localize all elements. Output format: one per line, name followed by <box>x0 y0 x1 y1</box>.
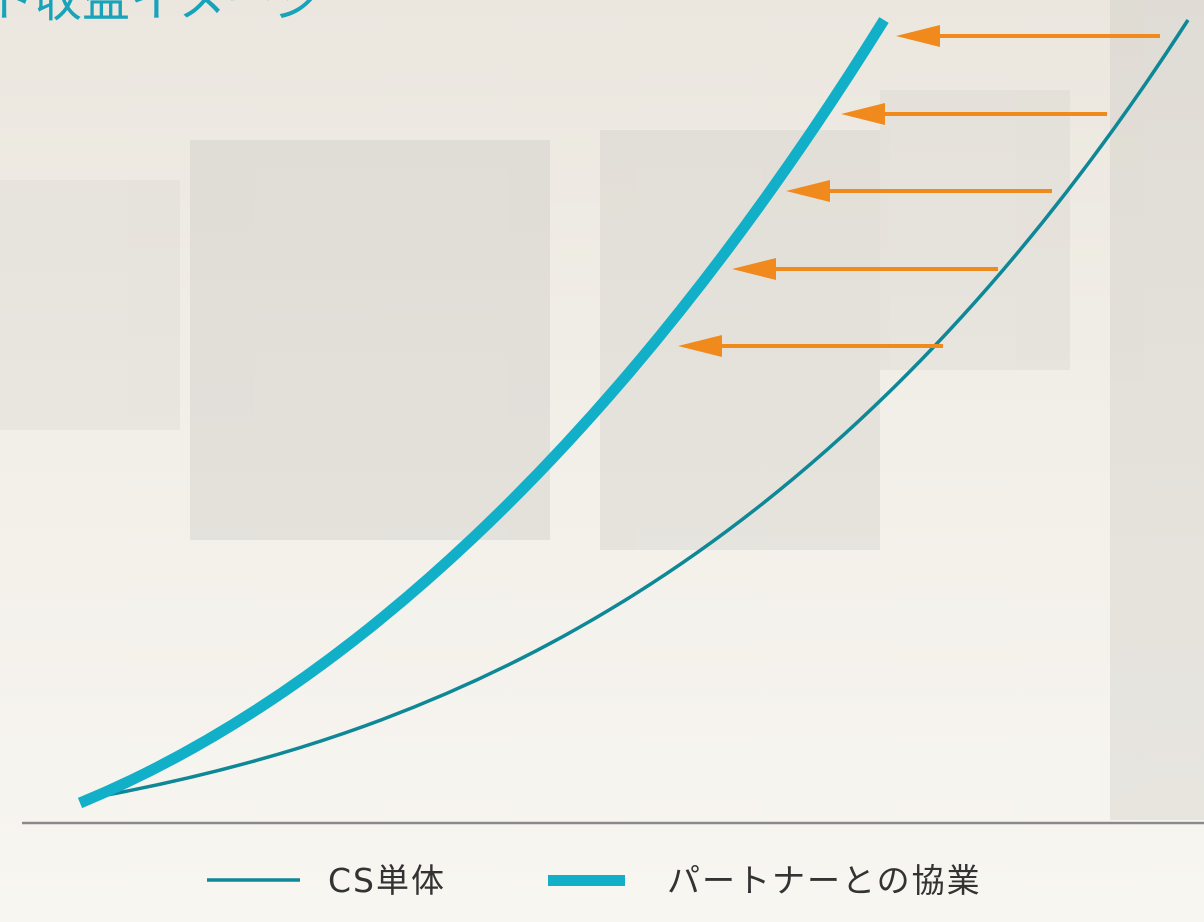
legend-label: パートナーとの協業 <box>667 861 982 900</box>
arrowheads <box>678 25 940 357</box>
title: ト収益イメージ <box>0 0 321 28</box>
cs-alone-curve <box>79 19 1190 802</box>
partner-curve <box>77 17 889 809</box>
legend-swatch <box>548 875 625 886</box>
background-city <box>0 0 1204 820</box>
legend-label: CS単体 <box>328 861 446 900</box>
arrows <box>693 32 1160 350</box>
